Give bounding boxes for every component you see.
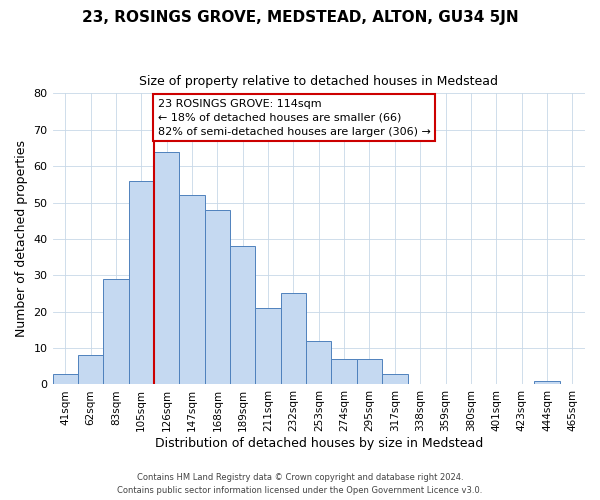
Text: 23, ROSINGS GROVE, MEDSTEAD, ALTON, GU34 5JN: 23, ROSINGS GROVE, MEDSTEAD, ALTON, GU34… [82,10,518,25]
Bar [281,294,306,384]
Bar [154,152,179,384]
X-axis label: Distribution of detached houses by size in Medstead: Distribution of detached houses by size … [155,437,483,450]
Text: Contains HM Land Registry data © Crown copyright and database right 2024.
Contai: Contains HM Land Registry data © Crown c… [118,473,482,495]
Bar [331,359,357,384]
Text: 23 ROSINGS GROVE: 114sqm
← 18% of detached houses are smaller (66)
82% of semi-d: 23 ROSINGS GROVE: 114sqm ← 18% of detach… [158,99,431,137]
Bar [230,246,256,384]
Bar [357,359,382,384]
Bar [53,374,78,384]
Bar [78,356,103,384]
Y-axis label: Number of detached properties: Number of detached properties [15,140,28,338]
Title: Size of property relative to detached houses in Medstead: Size of property relative to detached ho… [139,75,498,88]
Bar [179,195,205,384]
Bar [534,381,560,384]
Bar [382,374,407,384]
Bar [103,279,128,384]
Bar [256,308,281,384]
Bar [306,341,331,384]
Bar [128,180,154,384]
Bar [205,210,230,384]
